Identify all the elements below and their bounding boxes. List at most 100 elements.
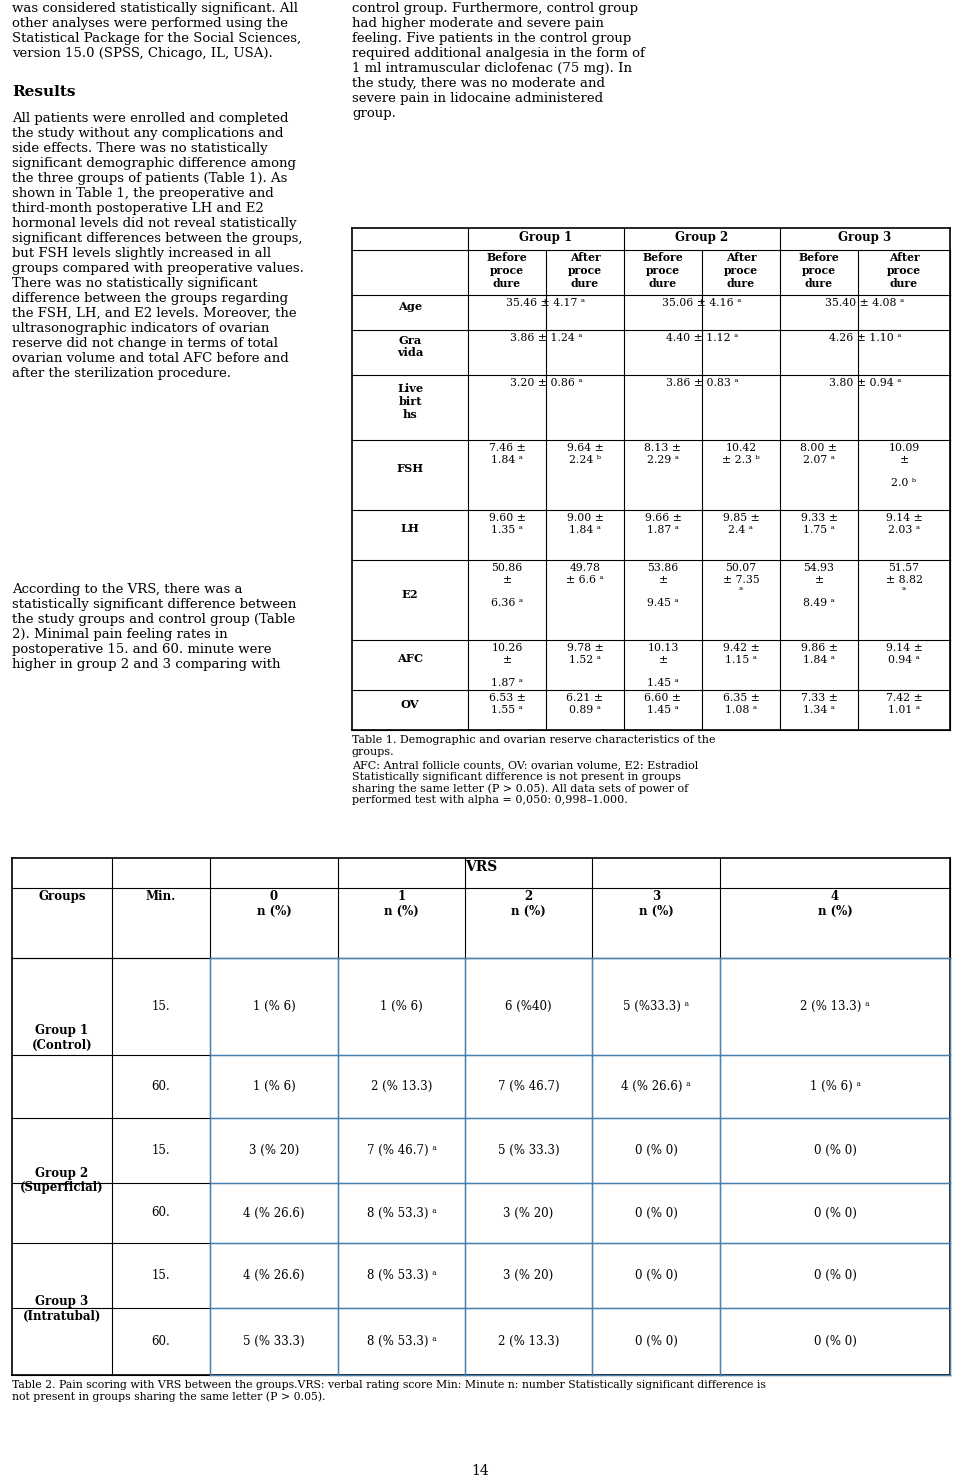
Text: control group. Furthermore, control group
had higher moderate and severe pain
fe: control group. Furthermore, control grou… — [352, 1, 645, 120]
Text: 4 (% 26.6): 4 (% 26.6) — [243, 1269, 304, 1282]
Text: After
proce
dure: After proce dure — [724, 252, 758, 289]
Text: 7 (% 46.7): 7 (% 46.7) — [497, 1080, 560, 1094]
Text: 0 (% 0): 0 (% 0) — [635, 1144, 678, 1157]
Text: 1 (% 6): 1 (% 6) — [252, 1080, 296, 1094]
Text: Live
birt
hs: Live birt hs — [396, 384, 423, 419]
Text: AFC: AFC — [397, 654, 423, 664]
Text: 4 (% 26.6): 4 (% 26.6) — [243, 1206, 304, 1220]
Text: Groups: Groups — [38, 891, 85, 903]
Text: 2 (% 13.3) ᵃ: 2 (% 13.3) ᵃ — [801, 1000, 870, 1014]
Text: 1
n (%): 1 n (%) — [384, 891, 419, 917]
Text: 60.: 60. — [152, 1206, 170, 1220]
Text: Before
proce
dure: Before proce dure — [799, 252, 839, 289]
Text: 3 (% 20): 3 (% 20) — [503, 1206, 554, 1220]
Text: 15.: 15. — [152, 1000, 170, 1014]
Text: 0
n (%): 0 n (%) — [256, 891, 292, 917]
Text: Group 2: Group 2 — [676, 231, 729, 245]
Text: 8 (% 53.3) ᵃ: 8 (% 53.3) ᵃ — [367, 1206, 437, 1220]
Text: 0 (% 0): 0 (% 0) — [813, 1335, 856, 1349]
Text: 8.00 ±
2.07 ᵃ: 8.00 ± 2.07 ᵃ — [801, 443, 837, 464]
Text: After
proce
dure: After proce dure — [568, 252, 602, 289]
Text: 7 (% 46.7) ᵃ: 7 (% 46.7) ᵃ — [367, 1144, 437, 1157]
Text: Before
proce
dure: Before proce dure — [487, 252, 527, 289]
Text: 10.09
±

2.0 ᵇ: 10.09 ± 2.0 ᵇ — [888, 443, 920, 488]
Text: 7.42 ±
1.01 ᵃ: 7.42 ± 1.01 ᵃ — [886, 694, 923, 714]
Text: Results: Results — [12, 84, 76, 99]
Text: Before
proce
dure: Before proce dure — [642, 252, 684, 289]
Text: 6.60 ±
1.45 ᵃ: 6.60 ± 1.45 ᵃ — [644, 694, 682, 714]
Text: 1 (% 6) ᵃ: 1 (% 6) ᵃ — [809, 1080, 860, 1094]
Text: 15.: 15. — [152, 1269, 170, 1282]
Text: 9.42 ±
1.15 ᵃ: 9.42 ± 1.15 ᵃ — [723, 643, 759, 664]
Text: Group 1
(Control): Group 1 (Control) — [32, 1024, 92, 1052]
Text: 9.78 ±
1.52 ᵃ: 9.78 ± 1.52 ᵃ — [566, 643, 604, 664]
Text: 53.86
±

9.45 ᵃ: 53.86 ± 9.45 ᵃ — [647, 563, 679, 608]
Text: 0 (% 0): 0 (% 0) — [635, 1206, 678, 1220]
Text: 2 (% 13.3): 2 (% 13.3) — [498, 1335, 559, 1349]
Text: After
proce
dure: After proce dure — [887, 252, 921, 289]
Text: 9.14 ±
2.03 ᵃ: 9.14 ± 2.03 ᵃ — [886, 513, 923, 535]
Text: 9.66 ±
1.87 ᵃ: 9.66 ± 1.87 ᵃ — [644, 513, 682, 535]
Text: 2
n (%): 2 n (%) — [511, 891, 546, 917]
Text: 1 (% 6): 1 (% 6) — [252, 1000, 296, 1014]
Text: According to the VRS, there was a
statistically significant difference between
t: According to the VRS, there was a statis… — [12, 582, 297, 671]
Text: 6.35 ±
1.08 ᵃ: 6.35 ± 1.08 ᵃ — [723, 694, 759, 714]
Text: FSH: FSH — [396, 464, 423, 474]
Text: 3
n (%): 3 n (%) — [638, 891, 673, 917]
Text: All patients were enrolled and completed
the study without any complications and: All patients were enrolled and completed… — [12, 113, 304, 379]
Text: 8.13 ±
2.29 ᵃ: 8.13 ± 2.29 ᵃ — [644, 443, 682, 464]
Text: 6.21 ±
0.89 ᵃ: 6.21 ± 0.89 ᵃ — [566, 694, 604, 714]
Text: 0 (% 0): 0 (% 0) — [635, 1269, 678, 1282]
Text: 3.20 ± 0.86 ᵃ: 3.20 ± 0.86 ᵃ — [510, 378, 583, 388]
Text: 3 (% 20): 3 (% 20) — [249, 1144, 300, 1157]
Text: 1 (% 6): 1 (% 6) — [380, 1000, 422, 1014]
Text: 7.46 ±
1.84 ᵃ: 7.46 ± 1.84 ᵃ — [489, 443, 525, 464]
Text: 14: 14 — [471, 1464, 489, 1478]
Text: 3.80 ± 0.94 ᵃ: 3.80 ± 0.94 ᵃ — [828, 378, 901, 388]
Text: VRS: VRS — [465, 860, 497, 874]
Text: 9.14 ±
0.94 ᵃ: 9.14 ± 0.94 ᵃ — [886, 643, 923, 664]
Text: 10.13
±

1.45 ᵃ: 10.13 ± 1.45 ᵃ — [647, 643, 679, 688]
Text: 9.60 ±
1.35 ᵃ: 9.60 ± 1.35 ᵃ — [489, 513, 525, 535]
Text: 50.86
±

6.36 ᵃ: 50.86 ± 6.36 ᵃ — [491, 563, 523, 608]
Text: Group 2
(Superficial): Group 2 (Superficial) — [20, 1166, 104, 1194]
Text: 7.33 ±
1.34 ᵃ: 7.33 ± 1.34 ᵃ — [801, 694, 837, 714]
Text: 5 (% 33.3): 5 (% 33.3) — [497, 1144, 560, 1157]
Text: Group 3: Group 3 — [838, 231, 892, 245]
Text: 8 (% 53.3) ᵃ: 8 (% 53.3) ᵃ — [367, 1269, 437, 1282]
Text: Group 3
(Intratubal): Group 3 (Intratubal) — [23, 1295, 101, 1323]
Text: 15.: 15. — [152, 1144, 170, 1157]
Text: 54.93
±

8.49 ᵃ: 54.93 ± 8.49 ᵃ — [804, 563, 835, 608]
Text: 0 (% 0): 0 (% 0) — [813, 1269, 856, 1282]
Text: 60.: 60. — [152, 1080, 170, 1094]
Text: 4.26 ± 1.10 ᵃ: 4.26 ± 1.10 ᵃ — [828, 333, 901, 342]
Text: AFC: Antral follicle counts, OV: ovarian volume, E2: Estradiol
Statistically sig: AFC: Antral follicle counts, OV: ovarian… — [352, 760, 698, 806]
Text: 4
n (%): 4 n (%) — [818, 891, 852, 917]
Text: 9.85 ±
2.4 ᵃ: 9.85 ± 2.4 ᵃ — [723, 513, 759, 535]
Text: 0 (% 0): 0 (% 0) — [813, 1144, 856, 1157]
Text: 9.64 ±
2.24 ᵇ: 9.64 ± 2.24 ᵇ — [566, 443, 604, 464]
Text: Table 2. Pain scoring with VRS between the groups.VRS: verbal rating score Min: : Table 2. Pain scoring with VRS between t… — [12, 1380, 766, 1402]
Text: 3.86 ± 1.24 ᵃ: 3.86 ± 1.24 ᵃ — [510, 333, 583, 342]
Text: 50.07
± 7.35
ᵃ: 50.07 ± 7.35 ᵃ — [723, 563, 759, 596]
Text: Group 1: Group 1 — [519, 231, 572, 245]
Text: 9.86 ±
1.84 ᵃ: 9.86 ± 1.84 ᵃ — [801, 643, 837, 664]
Text: 5 (% 33.3): 5 (% 33.3) — [243, 1335, 305, 1349]
Text: OV: OV — [400, 698, 420, 710]
Text: 6 (%40): 6 (%40) — [505, 1000, 552, 1014]
Text: 3 (% 20): 3 (% 20) — [503, 1269, 554, 1282]
Text: 9.33 ±
1.75 ᵃ: 9.33 ± 1.75 ᵃ — [801, 513, 837, 535]
Text: 0 (% 0): 0 (% 0) — [813, 1206, 856, 1220]
Text: 3.86 ± 0.83 ᵃ: 3.86 ± 0.83 ᵃ — [665, 378, 738, 388]
Text: Table 1. Demographic and ovarian reserve characteristics of the
groups.: Table 1. Demographic and ovarian reserve… — [352, 735, 715, 757]
Text: E2: E2 — [401, 588, 419, 600]
Text: was considered statistically significant. All
other analyses were performed usin: was considered statistically significant… — [12, 1, 301, 59]
Text: Age: Age — [398, 301, 422, 313]
Text: Min.: Min. — [146, 891, 176, 903]
Text: 10.42
± 2.3 ᵇ: 10.42 ± 2.3 ᵇ — [722, 443, 760, 464]
Text: 4.40 ± 1.12 ᵃ: 4.40 ± 1.12 ᵃ — [666, 333, 738, 342]
Text: 35.46 ± 4.17 ᵃ: 35.46 ± 4.17 ᵃ — [507, 298, 586, 308]
Text: LH: LH — [400, 523, 420, 535]
Text: 8 (% 53.3) ᵃ: 8 (% 53.3) ᵃ — [367, 1335, 437, 1349]
Text: 4 (% 26.6) ᵃ: 4 (% 26.6) ᵃ — [621, 1080, 691, 1094]
